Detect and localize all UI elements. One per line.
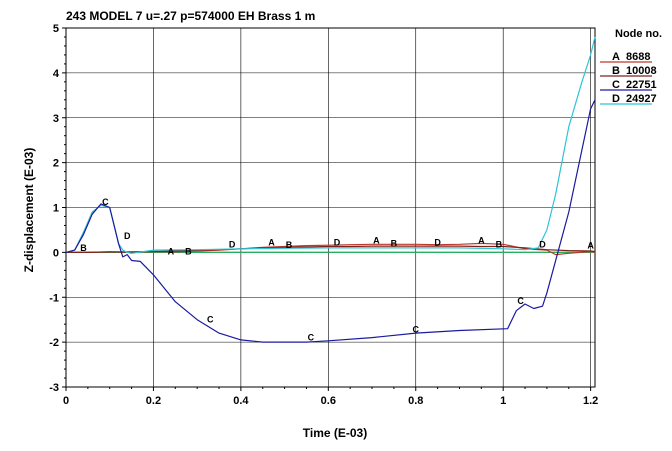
legend: A 8688 B 10008 C 22751 D 24927 bbox=[600, 51, 657, 105]
series-marker-A: A bbox=[587, 241, 594, 251]
series-marker-A: A bbox=[373, 235, 380, 245]
y-tick-label: 5 bbox=[53, 23, 59, 35]
y-tick-label: 1 bbox=[53, 203, 59, 215]
chart-title: 243 MODEL 7 u=.27 p=574000 EH Brass 1 m bbox=[66, 9, 315, 23]
series-line-22751 bbox=[65, 99, 596, 343]
legend-marker-C: C bbox=[612, 79, 620, 91]
series-marker-B: B bbox=[286, 240, 293, 250]
y-tick-label: -2 bbox=[49, 337, 59, 349]
y-tick-label: -3 bbox=[49, 382, 59, 394]
series-marker-B: B bbox=[391, 238, 398, 248]
y-tick-label: -1 bbox=[49, 292, 59, 304]
x-tick-label: 0.8 bbox=[408, 395, 423, 407]
y-tick-label: 3 bbox=[53, 113, 59, 125]
y-tick-label: 0 bbox=[53, 247, 59, 259]
series-marker-B: B bbox=[496, 239, 503, 249]
y-tick-label: 4 bbox=[53, 68, 60, 80]
series-marker-A: A bbox=[268, 238, 275, 248]
series-marker-B: B bbox=[80, 243, 87, 253]
legend-label-22751: 22751 bbox=[626, 79, 657, 91]
x-tick-label: 0.2 bbox=[146, 395, 161, 407]
series-marker-C: C bbox=[102, 197, 109, 207]
series-marker-D: D bbox=[539, 239, 546, 249]
series-marker-D: D bbox=[229, 239, 236, 249]
y-axis-label: Z-displacement (E-03) bbox=[22, 148, 36, 273]
series-line-10008 bbox=[66, 245, 596, 253]
x-tick-label: 1.2 bbox=[583, 395, 598, 407]
x-tick-label: 0 bbox=[63, 395, 69, 407]
series-marker-C: C bbox=[517, 296, 524, 306]
legend-label-10008: 10008 bbox=[626, 65, 657, 77]
series-marker-C: C bbox=[413, 325, 420, 335]
series-marker-D: D bbox=[334, 238, 341, 248]
legend-marker-B: B bbox=[612, 65, 620, 77]
legend-marker-A: A bbox=[612, 51, 620, 63]
legend-marker-D: D bbox=[612, 93, 620, 105]
series-marker-C: C bbox=[308, 333, 315, 343]
series-marker-C: C bbox=[207, 315, 214, 325]
x-tick-label: 1 bbox=[500, 395, 506, 407]
x-tick-label: 0.6 bbox=[321, 395, 336, 407]
series-lines bbox=[65, 36, 596, 343]
series-marker-D: D bbox=[434, 238, 441, 248]
series-line-24927 bbox=[65, 36, 596, 254]
series-marker-A: A bbox=[478, 236, 485, 246]
x-tick-label: 0.4 bbox=[233, 395, 249, 407]
series-marker-A: A bbox=[168, 246, 175, 256]
x-axis-label: Time (E-03) bbox=[303, 426, 367, 440]
series-marker-D: D bbox=[124, 231, 131, 241]
series-marker-B: B bbox=[185, 246, 192, 256]
legend-title: Node no. bbox=[615, 28, 662, 40]
axis-ticks: -3 -2 -1 0 1 2 3 4 5 0 0.2 0.4 0.6 0.8 1 1.2 bbox=[49, 23, 598, 407]
legend-label-24927: 24927 bbox=[626, 93, 657, 105]
grid bbox=[65, 27, 595, 388]
legend-label-8688: 8688 bbox=[626, 51, 650, 63]
y-tick-label: 2 bbox=[53, 158, 59, 170]
